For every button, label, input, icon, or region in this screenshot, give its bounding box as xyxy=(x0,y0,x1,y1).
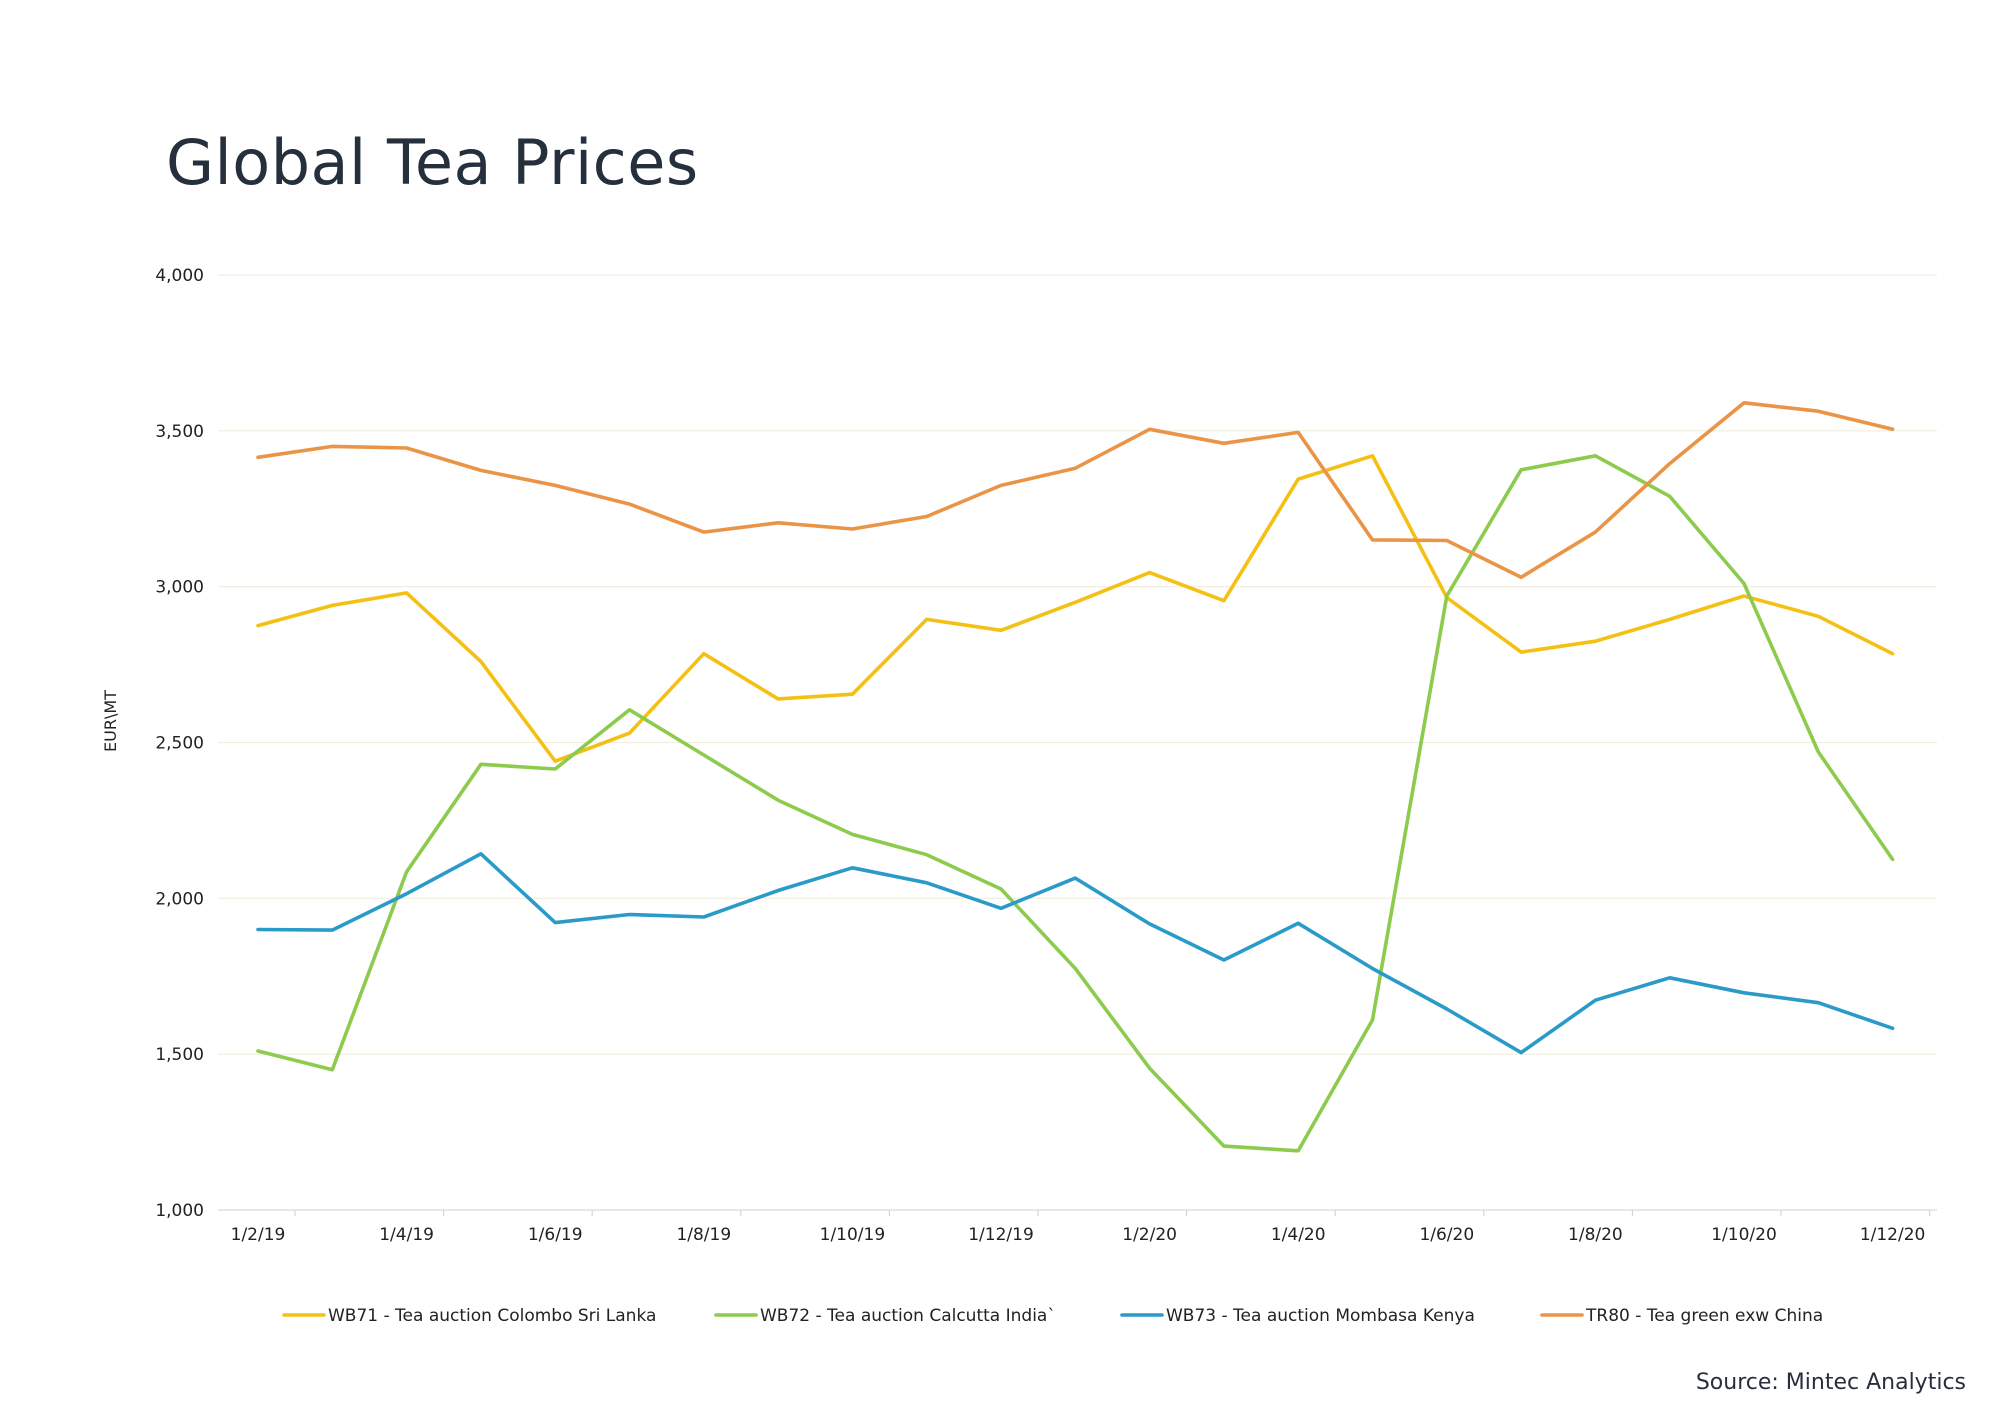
series-line-3 xyxy=(256,851,1895,1055)
gridlines xyxy=(218,274,1937,1211)
y-tick-label: 3,500 xyxy=(155,422,204,442)
y-tick-label: 2,000 xyxy=(155,889,204,909)
y-axis-ticks: 1,000 1,500 2,000 2,500 3,000 3,500 4,000 xyxy=(155,266,204,1221)
y-tick-label: 3,000 xyxy=(155,578,204,598)
x-tick-label: 1/4/19 xyxy=(379,1225,434,1245)
x-tick-label: 1/2/19 xyxy=(231,1225,286,1245)
x-tick-label: 1/8/19 xyxy=(676,1225,731,1245)
y-tick-label: 1,000 xyxy=(155,1201,204,1221)
legend: WB71 - Tea auction Colombo Sri Lanka WB72… xyxy=(282,1306,1823,1326)
series-lines xyxy=(256,400,1895,1153)
legend-label: WB72 - Tea auction Calcutta India` xyxy=(760,1306,1056,1326)
y-tick-label: 4,000 xyxy=(155,266,204,286)
x-tick-label: 1/10/19 xyxy=(820,1225,886,1245)
x-tick-label: 1/12/20 xyxy=(1860,1225,1926,1245)
legend-label: TR80 - Tea green exw China xyxy=(1585,1306,1823,1326)
x-tick-label: 1/6/20 xyxy=(1419,1225,1474,1245)
legend-label: WB71 - Tea auction Colombo Sri Lanka xyxy=(328,1306,656,1326)
source-note: Source: Mintec Analytics xyxy=(1695,1370,1966,1395)
x-axis-ticks: 1/2/19 1/4/19 1/6/19 1/8/19 1/10/19 1/12/19 1/… xyxy=(231,1210,1931,1245)
x-tick-label: 1/10/20 xyxy=(1711,1225,1777,1245)
legend-label: WB73 - Tea auction Mombasa Kenya xyxy=(1166,1306,1475,1326)
x-tick-label: 1/12/19 xyxy=(968,1225,1034,1245)
x-tick-label: 1/6/19 xyxy=(528,1225,583,1245)
chart-title: Global Tea Prices xyxy=(166,126,699,199)
y-axis-label: EUR\MT xyxy=(101,690,120,752)
series-line-4 xyxy=(256,400,1895,580)
x-tick-label: 1/8/20 xyxy=(1568,1225,1623,1245)
y-tick-label: 2,500 xyxy=(155,734,204,754)
x-tick-label: 1/2/20 xyxy=(1122,1225,1177,1245)
y-tick-label: 1,500 xyxy=(155,1045,204,1065)
x-tick-label: 1/4/20 xyxy=(1271,1225,1326,1245)
series-line-2 xyxy=(256,453,1895,1153)
series-line-1 xyxy=(256,453,1895,764)
